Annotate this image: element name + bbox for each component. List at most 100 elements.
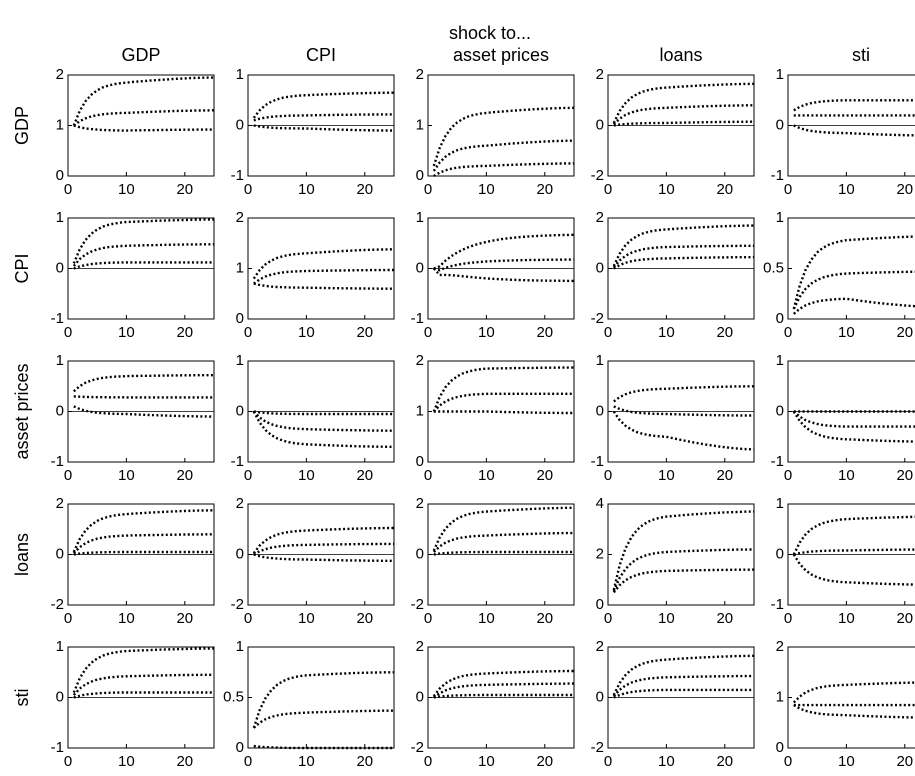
x-tick-label: 0: [244, 753, 252, 770]
y-tick-label: 1: [416, 116, 424, 133]
series-lower-line: [792, 410, 915, 443]
y-tick-label: 0: [416, 167, 424, 184]
y-tick-label: 0: [236, 310, 244, 327]
series-median-line: [73, 109, 215, 127]
panel-frame: [787, 646, 915, 749]
y-tick-label: 2: [596, 545, 604, 562]
y-tick-label: 4: [596, 495, 604, 512]
y-tick-label: 2: [236, 209, 244, 226]
x-tick-label: 0: [64, 324, 72, 341]
y-tick-label: 1: [236, 638, 244, 655]
series-upper-line: [72, 218, 214, 264]
series-median-line: [253, 113, 394, 122]
x-tick-label: 20: [536, 324, 553, 341]
x-tick-label: 10: [478, 324, 495, 341]
x-tick-label: 20: [896, 467, 913, 484]
panel-gdp-to-asset-prices: 0 10 20 0 1 2: [416, 66, 575, 198]
y-tick-label: 0: [776, 739, 784, 756]
panel-frame: [607, 503, 755, 606]
x-tick-label: 0: [64, 181, 72, 198]
y-tick-label: 0: [596, 259, 604, 276]
series-lower-line: [73, 691, 214, 699]
x-tick-label: 10: [838, 181, 855, 198]
panel-gdp-to-sti: 0 10 20-101: [771, 66, 915, 198]
series-median-line: [72, 533, 214, 555]
x-tick-label: 10: [658, 324, 675, 341]
y-tick-label: 1: [776, 209, 784, 226]
column-titles: GDP CPI asset prices loans sti: [121, 45, 870, 65]
x-tick-label: 10: [478, 467, 495, 484]
panel-asset-prices-to-sti: 0 10 20-101: [771, 352, 915, 484]
x-tick-label: 10: [478, 610, 495, 627]
y-tick-label: 0: [416, 453, 424, 470]
y-tick-label: -2: [231, 596, 244, 613]
row-title-asset-prices: asset prices: [12, 363, 32, 459]
x-tick-label: 0: [424, 610, 432, 627]
x-tick-label: 20: [176, 181, 193, 198]
y-tick-label: 2: [56, 495, 64, 512]
y-tick-label: -1: [231, 167, 244, 184]
x-tick-label: 10: [658, 467, 675, 484]
y-tick-label: 1: [236, 259, 244, 276]
y-tick-label: -2: [591, 739, 604, 756]
x-tick-label: 20: [536, 467, 553, 484]
series-upper-line: [612, 82, 755, 124]
panel-cpi-to-sti: 0 10 20 0 0.5 1: [763, 209, 915, 341]
y-tick-label: 0: [56, 688, 64, 705]
x-tick-label: 0: [784, 610, 792, 627]
series-lower-line: [253, 553, 394, 562]
panel-loans-to-gdp: 0 10 20-202: [51, 495, 215, 627]
x-tick-label: 10: [478, 181, 495, 198]
y-tick-label: 0: [56, 545, 64, 562]
x-tick-label: 20: [536, 753, 553, 770]
x-tick-label: 0: [244, 610, 252, 627]
x-tick-label: 10: [658, 610, 675, 627]
series-median-line: [252, 410, 394, 432]
panel-asset-prices-to-cpi: 0 10 20-101: [231, 352, 395, 484]
y-tick-label: 1: [776, 352, 784, 369]
x-tick-label: 0: [604, 467, 612, 484]
series-median-line: [72, 673, 214, 696]
y-tick-label: 0: [416, 545, 424, 562]
y-tick-label: 0: [776, 402, 784, 419]
series-lower-line: [433, 693, 574, 699]
y-tick-label: -1: [51, 739, 64, 756]
panel-sti-to-sti: 0 10 20 0 1 2: [776, 638, 915, 770]
x-tick-label: 20: [176, 324, 193, 341]
series-upper-line: [432, 506, 574, 552]
y-tick-label: 1: [776, 688, 784, 705]
y-tick-label: 1: [56, 209, 64, 226]
x-tick-label: 0: [64, 610, 72, 627]
y-tick-label: 1: [416, 209, 424, 226]
y-tick-label: 0: [236, 739, 244, 756]
y-tick-label: 1: [56, 116, 64, 133]
y-tick-label: 0: [776, 116, 784, 133]
series-lower-line: [253, 124, 395, 132]
y-tick-label: -2: [591, 310, 604, 327]
panel-frame: [787, 217, 915, 320]
column-title-loans: loans: [659, 45, 702, 65]
panel-loans-to-asset-prices: 0 10 20-202: [411, 495, 575, 627]
panel-asset-prices-to-gdp: 0 10 20-101: [51, 352, 215, 484]
y-tick-label: 1: [416, 402, 424, 419]
y-tick-label: 2: [236, 495, 244, 512]
series-lower-line: [613, 688, 754, 699]
x-tick-label: 0: [424, 324, 432, 341]
y-tick-label: 1: [596, 352, 604, 369]
x-tick-label: 0: [784, 467, 792, 484]
series-upper-line: [72, 76, 215, 126]
x-tick-label: 20: [896, 181, 913, 198]
x-tick-label: 10: [118, 467, 135, 484]
series-median-line: [433, 258, 574, 272]
row-title-cpi: CPI: [12, 253, 32, 283]
x-tick-label: 10: [298, 467, 315, 484]
series-lower-line: [73, 124, 215, 132]
x-tick-label: 10: [838, 753, 855, 770]
series-lower-line: [432, 267, 574, 283]
series-upper-line: [432, 366, 574, 412]
x-tick-label: 0: [604, 181, 612, 198]
y-tick-label: 0: [596, 688, 604, 705]
x-tick-label: 0: [244, 324, 252, 341]
panel-gdp-to-gdp: 0 10 20 0 1 2: [56, 66, 215, 198]
